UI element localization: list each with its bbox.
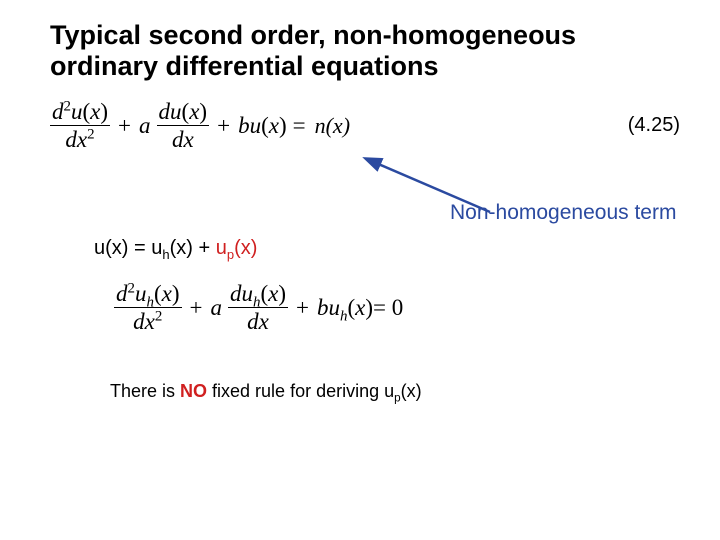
annotation-region: Non-homogeneous term (50, 157, 680, 227)
footer-no: NO (180, 381, 207, 401)
plus-op-h2: + (288, 295, 317, 321)
title-line2: ordinary differential equations (50, 51, 439, 81)
sol-uh: u (151, 237, 162, 259)
footer-note: There is NO fixed rule for deriving up(x… (110, 381, 680, 402)
plus-op-2: + (209, 113, 238, 139)
term-bu: bu(x) (238, 113, 287, 139)
hom-rhs: = 0 (373, 295, 403, 321)
title-line1: Typical second order, non-homogeneous (50, 20, 576, 50)
frac-du-dx: du(x) dx (157, 100, 210, 151)
homogeneous-equation: d2uh(x) dx2 + a duh(x) dx + buh(x) = 0 (114, 282, 680, 333)
footer-up: u (384, 381, 394, 401)
plus-op-h1: + (182, 295, 211, 321)
equation-number: (4.25) (628, 114, 680, 137)
slide-title: Typical second order, non-homogeneous or… (50, 20, 680, 82)
sol-up: u (216, 237, 227, 259)
frac-d2u-dx2: d2u(x) dx2 (50, 100, 110, 151)
frac-d2uh-dx2: d2uh(x) dx2 (114, 282, 182, 333)
coef-a-h: a (210, 295, 222, 321)
rhs-nx: n(x) (315, 113, 350, 139)
annotation-text: Non-homogeneous term (450, 201, 676, 225)
plus-op: + (110, 113, 139, 139)
main-equation: d2u(x) dx2 + a du(x) dx + bu(x) = n(x) (50, 100, 350, 151)
sol-up-sub: p (227, 247, 234, 262)
sol-prefix: u(x) = (94, 237, 151, 259)
sol-uh-tail: (x) (170, 237, 193, 259)
equals-op: = (287, 113, 312, 139)
main-equation-row: d2u(x) dx2 + a du(x) dx + bu(x) = n(x) (… (50, 100, 680, 151)
solution-decomposition: u(x) = uh(x) + up(x) (94, 237, 680, 260)
sol-up-tail: (x) (234, 237, 257, 259)
frac-duh-dx: duh(x) dx (228, 282, 288, 333)
sol-uh-sub: h (162, 247, 169, 262)
term-buh: buh(x) (317, 295, 373, 321)
footer-up-tail: (x) (401, 381, 422, 401)
coef-a: a (139, 113, 151, 139)
footer-post-a: fixed rule for deriving (207, 381, 384, 401)
footer-pre: There is (110, 381, 180, 401)
sol-plus: + (193, 237, 216, 259)
